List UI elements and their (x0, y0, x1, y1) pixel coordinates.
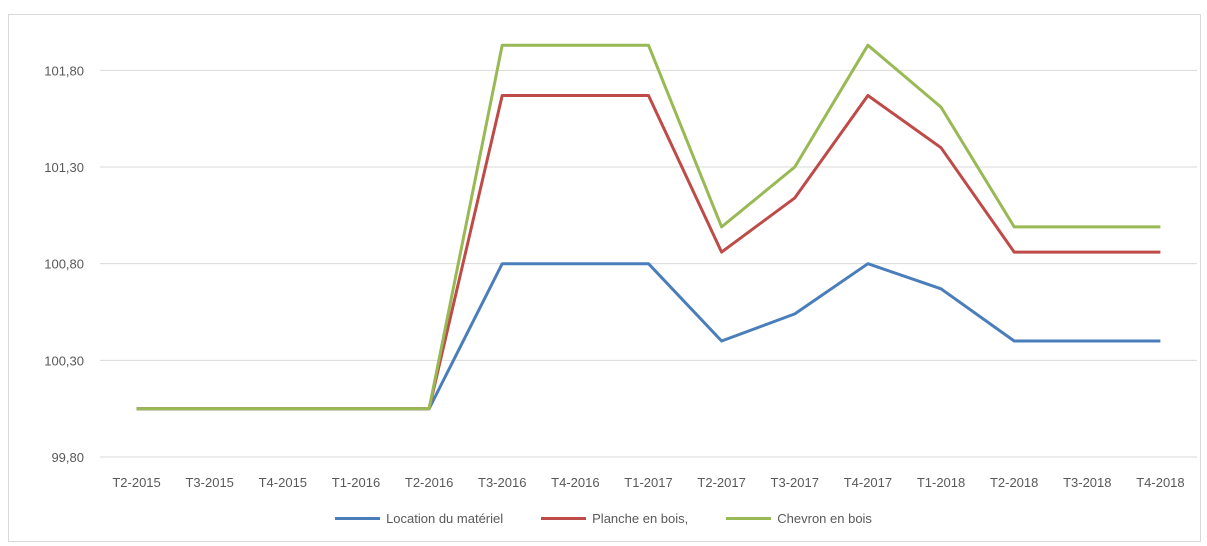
x-tick-label: T2-2016 (405, 475, 453, 490)
series-line (136, 262, 1161, 411)
legend-item: Location du matériel (335, 511, 503, 526)
x-tick-label: T4-2017 (844, 475, 892, 490)
gridlines (100, 69, 1197, 458)
x-tick-label: T2-2017 (697, 475, 745, 490)
legend: Location du matériel Planche en bois, Chev… (0, 511, 1207, 526)
y-tick-label: 101,80 (44, 63, 84, 78)
x-tick-label: T3-2018 (1063, 475, 1111, 490)
series-lines (136, 43, 1161, 411)
legend-item: Planche en bois, (541, 511, 688, 526)
legend-item: Chevron en bois (726, 511, 872, 526)
legend-swatch (541, 517, 587, 520)
x-tick-label: T4-2016 (551, 475, 599, 490)
x-tick-label: T4-2015 (259, 475, 307, 490)
x-tick-label: T2-2018 (990, 475, 1038, 490)
y-tick-label: 100,80 (44, 257, 84, 272)
x-tick-label: T3-2016 (478, 475, 526, 490)
y-tick-label: 100,30 (44, 353, 84, 368)
series-line (136, 43, 1161, 411)
x-tick-label: T1-2016 (332, 475, 380, 490)
legend-label: Chevron en bois (777, 511, 872, 526)
legend-label: Planche en bois, (592, 511, 689, 526)
x-tick-label: T1-2018 (917, 475, 965, 490)
x-tick-label: T1-2017 (624, 475, 672, 490)
x-tick-label: T3-2015 (185, 475, 233, 490)
x-tick-label: T3-2017 (771, 475, 819, 490)
y-tick-label: 99,80 (51, 450, 84, 465)
legend-label: Location du matériel (386, 511, 504, 526)
x-tick-label: T2-2015 (112, 475, 160, 490)
chart-frame (8, 14, 1201, 542)
legend-swatch (335, 517, 381, 520)
y-axis-ticks: 99,80 100,30 100,80 101,30 101,80 (44, 63, 84, 465)
y-tick-label: 101,30 (44, 160, 84, 175)
series-line (136, 94, 1161, 411)
x-axis-ticks: T2-2015 T3-2015 T4-2015 T1-2016 T2-2016 T3-20… (112, 475, 1184, 490)
x-tick-label: T4-2018 (1136, 475, 1184, 490)
legend-swatch (726, 517, 772, 520)
